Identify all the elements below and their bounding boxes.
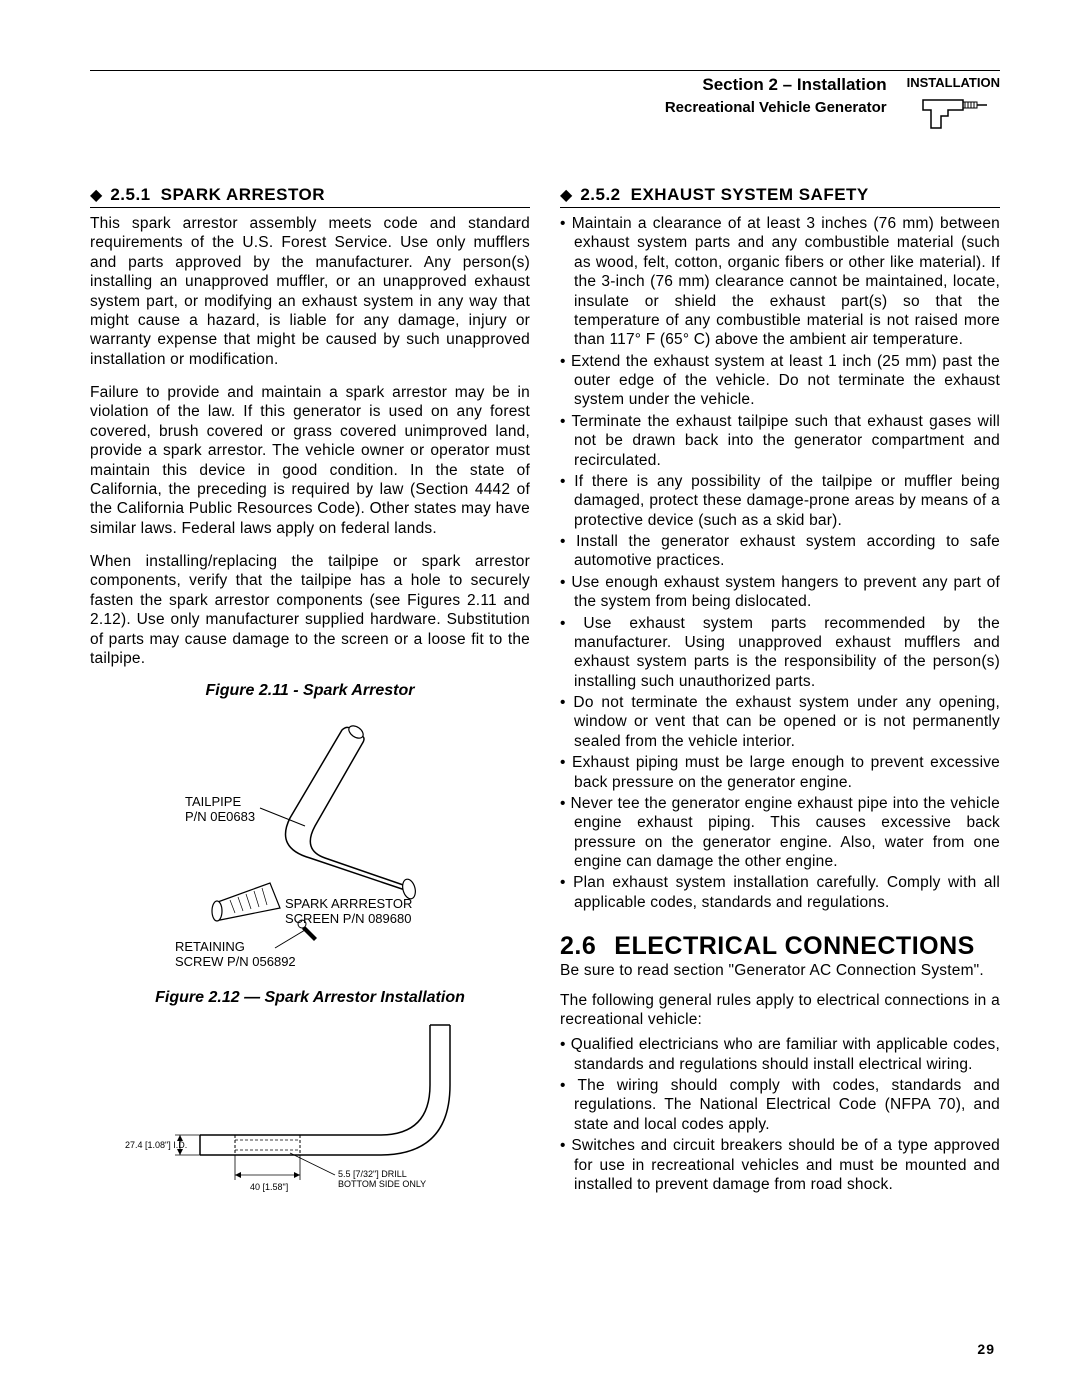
fig-label: SPARK ARRRESTOR xyxy=(285,896,412,911)
paragraph: Failure to provide and maintain a spark … xyxy=(90,383,530,538)
heading-electrical: 2.6 ELECTRICAL CONNECTIONS xyxy=(560,932,1000,961)
paragraph: This spark arrestor assembly meets code … xyxy=(90,214,530,369)
diamond-icon: ◆ xyxy=(560,185,572,205)
subhead-exhaust-safety: ◆ 2.5.2 EXHAUST SYSTEM SAFETY xyxy=(560,185,1000,208)
page-header: Section 2 – Installation Recreational Ve… xyxy=(90,70,1000,135)
diamond-icon: ◆ xyxy=(90,185,102,205)
subhead-title: SPARK ARRESTOR xyxy=(161,185,325,205)
header-icon-label: INSTALLATION xyxy=(907,75,1000,90)
list-item: Use enough exhaust system hangers to pre… xyxy=(560,573,1000,612)
fig-label: 40 [1.58"] xyxy=(250,1182,288,1192)
fig-label: SCREEN P/N 089680 xyxy=(285,911,411,926)
list-item: If there is any possibility of the tailp… xyxy=(560,472,1000,530)
bullet-list: Maintain a clearance of at least 3 inche… xyxy=(560,214,1000,912)
list-item: Terminate the exhaust tailpipe such that… xyxy=(560,412,1000,470)
fig-label: 5.5 [7/32"] DRILL xyxy=(338,1169,407,1179)
list-item: Maintain a clearance of at least 3 inche… xyxy=(560,214,1000,350)
paragraph: When installing/replacing the tailpipe o… xyxy=(90,552,530,668)
list-item: Use exhaust system parts recommended by … xyxy=(560,614,1000,692)
figure-2-11: TAILPIPE P/N 0E0683 SPARK ARRRESTOR SCRE… xyxy=(90,708,530,973)
fig-label: P/N 0E0683 xyxy=(185,809,255,824)
subhead-num: 2.5.2 xyxy=(580,185,620,205)
subhead-num: 2.5.1 xyxy=(110,185,150,205)
figure-caption: Figure 2.11 - Spark Arrestor xyxy=(90,682,530,700)
left-column: ◆ 2.5.1 SPARK ARRESTOR This spark arrest… xyxy=(90,185,530,1226)
subhead-spark-arrestor: ◆ 2.5.1 SPARK ARRESTOR xyxy=(90,185,530,208)
list-item: Do not terminate the exhaust system unde… xyxy=(560,693,1000,751)
list-item: Never tee the generator engine exhaust p… xyxy=(560,794,1000,872)
paragraph: Be sure to read section "Generator AC Co… xyxy=(560,961,1000,980)
page-number: 29 xyxy=(977,1341,995,1357)
paragraph: The following general rules apply to ele… xyxy=(560,991,1000,1030)
fig-label: SCREW P/N 056892 xyxy=(175,954,296,968)
heading-title: ELECTRICAL CONNECTIONS xyxy=(614,932,975,960)
right-column: ◆ 2.5.2 EXHAUST SYSTEM SAFETY Maintain a… xyxy=(560,185,1000,1226)
list-item: Install the generator exhaust system acc… xyxy=(560,532,1000,571)
list-item: The wiring should comply with codes, sta… xyxy=(560,1076,1000,1134)
fig-label: TAILPIPE xyxy=(185,794,241,809)
header-subtitle: Recreational Vehicle Generator xyxy=(665,99,887,116)
heading-num: 2.6 xyxy=(560,932,596,960)
fig-label: 27.4 [1.08"] I.D. xyxy=(125,1140,187,1150)
list-item: Extend the exhaust system at least 1 inc… xyxy=(560,352,1000,410)
list-item: Switches and circuit breakers should be … xyxy=(560,1136,1000,1194)
figure-caption: Figure 2.12 — Spark Arrestor Installatio… xyxy=(90,989,530,1007)
fig-label: BOTTOM SIDE ONLY xyxy=(338,1179,426,1189)
list-item: Exhaust piping must be large enough to p… xyxy=(560,753,1000,792)
list-item: Qualified electricians who are familiar … xyxy=(560,1035,1000,1074)
figure-2-12: 27.4 [1.08"] I.D. 40 [1.58"] 5.5 [7/32"]… xyxy=(90,1015,530,1210)
list-item: Plan exhaust system installation careful… xyxy=(560,873,1000,912)
subhead-title: EXHAUST SYSTEM SAFETY xyxy=(631,185,869,205)
fig-label: RETAINING xyxy=(175,939,245,954)
header-section: Section 2 – Installation xyxy=(665,75,887,95)
drill-icon xyxy=(913,92,993,132)
bullet-list: Qualified electricians who are familiar … xyxy=(560,1035,1000,1194)
